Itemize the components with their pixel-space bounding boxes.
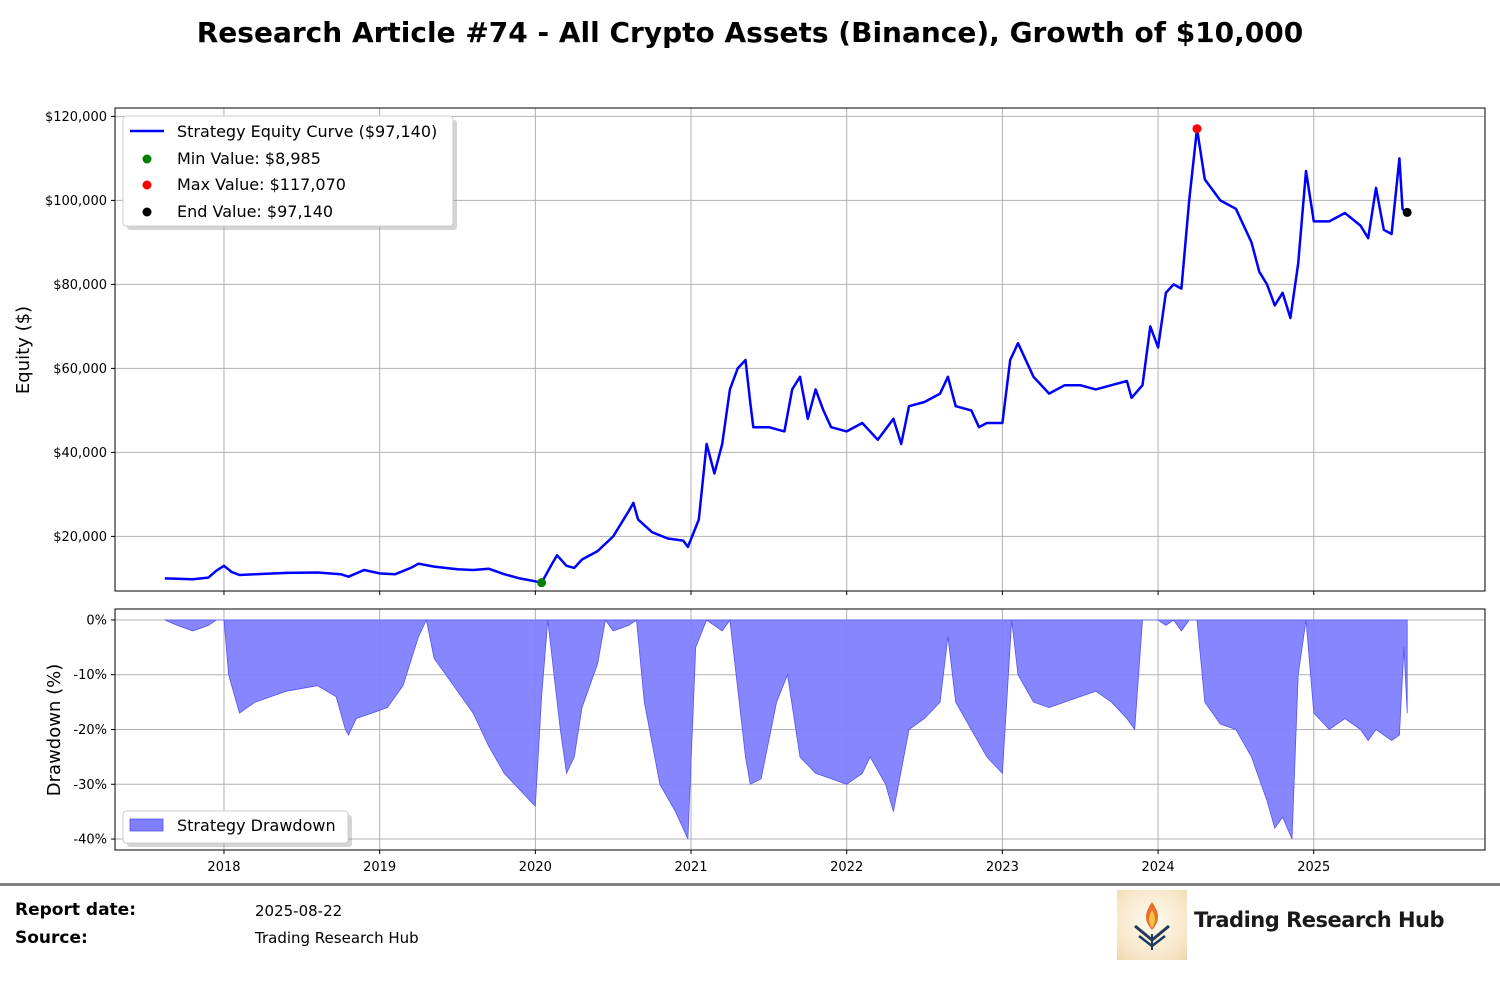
x-tick-label: 2018 — [207, 860, 240, 875]
legend-end-label: End Value: $97,140 — [177, 202, 333, 221]
drawdown-x-ticks: 2018 2019 2020 2021 2022 2023 2024 2025 — [207, 850, 1330, 875]
y-tick-label: $100,000 — [45, 194, 107, 209]
x-tick-label: 2024 — [1142, 860, 1175, 875]
equity-y-axis-label: Equity ($) — [13, 306, 34, 394]
y-tick-label: 0% — [86, 613, 107, 628]
y-tick-label: -40% — [73, 833, 107, 848]
source-label: Source: — [15, 928, 88, 948]
brand-name: Trading Research Hub — [1194, 908, 1445, 932]
x-tick-label: 2019 — [363, 860, 396, 875]
equity-x-ticks — [223, 591, 1315, 595]
legend-strategy-label: Strategy Equity Curve ($97,140) — [177, 122, 437, 141]
x-tick-label: 2020 — [519, 860, 552, 875]
equity-y-ticks: $20,000 $40,000 $60,000 $80,000 $100,000 $120… — [45, 110, 115, 545]
y-tick-label: -10% — [73, 668, 107, 683]
equity-markers — [537, 124, 1412, 588]
footer-divider — [0, 883, 1500, 886]
chart-title: Research Article #74 - All Crypto Assets… — [197, 16, 1303, 49]
strategy-drawdown-area — [164, 618, 1408, 840]
flame-quill-icon — [1134, 902, 1170, 950]
equity-legend: Strategy Equity Curve ($97,140) Min Valu… — [122, 115, 457, 230]
legend-drawdown-label: Strategy Drawdown — [177, 816, 336, 835]
legend-max-swatch — [142, 180, 152, 190]
report-date-value: 2025-08-22 — [255, 902, 343, 920]
legend-end-swatch — [142, 207, 152, 217]
legend-drawdown-swatch — [129, 818, 164, 832]
equity-plot-frame — [114, 107, 1486, 592]
end-value-marker — [1402, 207, 1412, 217]
y-tick-label: $80,000 — [53, 278, 107, 293]
drawdown-legend: Strategy Drawdown — [122, 810, 352, 847]
source-value: Trading Research Hub — [255, 929, 419, 947]
x-tick-label: 2025 — [1297, 860, 1330, 875]
strategy-equity-line — [164, 127, 1407, 584]
y-tick-label: $60,000 — [53, 362, 107, 377]
x-tick-label: 2023 — [986, 860, 1019, 875]
brand-logo — [1117, 890, 1187, 960]
drawdown-plot-frame — [114, 608, 1486, 851]
min-value-marker — [537, 578, 547, 588]
y-tick-label: $20,000 — [53, 530, 107, 545]
y-tick-label: $40,000 — [53, 446, 107, 461]
legend-max-label: Max Value: $117,070 — [177, 175, 346, 194]
y-tick-label: -30% — [73, 778, 107, 793]
y-tick-label: $120,000 — [45, 110, 107, 125]
legend-min-swatch — [142, 154, 152, 164]
y-tick-label: -20% — [73, 723, 107, 738]
max-value-marker — [1192, 124, 1202, 134]
report-date-label: Report date: — [15, 900, 136, 920]
x-tick-label: 2022 — [830, 860, 863, 875]
drawdown-y-ticks: 0% -10% -20% -30% -40% — [73, 613, 115, 848]
drawdown-y-axis-label: Drawdown (%) — [44, 664, 65, 796]
x-tick-label: 2021 — [674, 860, 707, 875]
legend-min-label: Min Value: $8,985 — [177, 149, 321, 168]
